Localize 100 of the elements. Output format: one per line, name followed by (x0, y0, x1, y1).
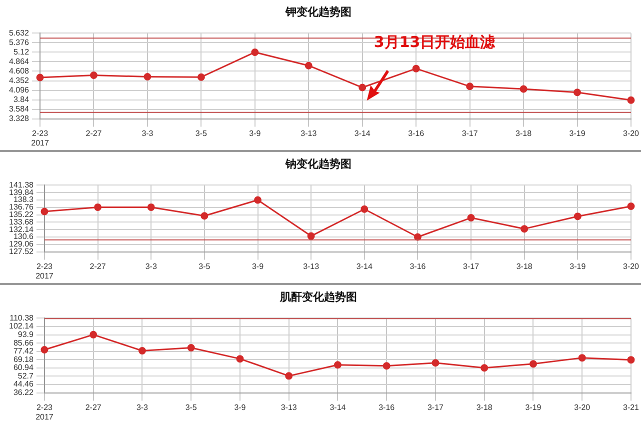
x-tick-label: 3-5 (195, 128, 208, 138)
y-tick-label: 4.096 (8, 85, 30, 94)
point (334, 361, 342, 369)
x-tick-label: 2-23 2017 (36, 402, 54, 422)
point (467, 214, 475, 222)
point (40, 208, 48, 216)
y-tick-label: 127.52 (9, 247, 34, 256)
x-tick-label: 3-20 (574, 402, 591, 412)
x-tick-label: 3-19 (525, 402, 542, 412)
x-tick-label: 3-19 (569, 128, 586, 138)
y-tick-label: 93.9 (18, 330, 34, 339)
chart-title: 钾变化趋势图 (284, 5, 352, 18)
point (627, 96, 635, 104)
point (627, 356, 635, 364)
x-tick-label: 3-18 (516, 262, 533, 271)
y-tick-label: 138.3 (13, 195, 34, 204)
y-tick-label: 130.6 (13, 232, 34, 242)
y-tick-label: 52.7 (18, 371, 34, 380)
x-tick-label: 2-27 (85, 402, 102, 412)
x-tick-label: 2-27 (90, 262, 106, 271)
point (90, 72, 98, 80)
point (520, 85, 528, 93)
point (36, 74, 44, 82)
y-tick-label: 3.584 (8, 104, 30, 114)
y-tick-label: 3.84 (13, 94, 30, 104)
y-tick-label: 102.14 (9, 322, 34, 331)
y-tick-label: 129.06 (9, 240, 34, 249)
x-tick-label: 3-13 (300, 128, 318, 138)
point (574, 212, 582, 220)
x-tick-label: 3-5 (198, 262, 211, 271)
point (466, 82, 474, 90)
annotation: 3月13日开始血滤 (374, 33, 496, 52)
x-tick-label: 2-23 2017 (36, 262, 54, 280)
y-tick-label: 36.22 (13, 388, 34, 398)
point (138, 347, 146, 355)
point (90, 330, 98, 338)
point (480, 364, 488, 372)
point (187, 344, 195, 352)
x-tick-label: 3-17 (462, 128, 478, 138)
y-tick-label: 60.94 (13, 363, 34, 372)
point (254, 196, 262, 204)
y-tick-label: 110.38 (10, 313, 34, 322)
y-tick-label: 135.22 (9, 210, 34, 220)
point (285, 372, 293, 380)
x-tick-label: 3-16 (378, 402, 396, 412)
point (358, 84, 366, 92)
x-tick-label: 3-16 (410, 262, 426, 271)
y-tick-label: 77.42 (13, 346, 34, 356)
point (304, 62, 312, 70)
point (236, 355, 244, 363)
y-tick-label: 4.864 (8, 56, 30, 66)
x-tick-label: 3-20 (622, 262, 640, 271)
y-tick-label: 139.84 (9, 188, 34, 197)
y-tick-label: 132.14 (9, 224, 34, 234)
point (520, 225, 528, 233)
x-tick-label: 3-13 (303, 262, 320, 271)
x-tick-label: 3-18 (516, 128, 532, 138)
point (412, 64, 420, 72)
y-tick-label: 4.352 (8, 76, 30, 85)
x-tick-label: 3-21 (622, 402, 640, 412)
x-tick-label: 2-23 2017 (31, 128, 50, 148)
x-tick-label: 2-27 (86, 128, 102, 138)
point (627, 202, 635, 210)
point (432, 359, 440, 367)
y-tick-label: 133.68 (9, 217, 34, 226)
point (144, 72, 152, 80)
x-tick-label: 3-3 (142, 128, 154, 138)
point (94, 203, 102, 211)
point (197, 73, 205, 81)
y-tick-label: 85.66 (13, 338, 34, 348)
x-tick-label: 3-9 (249, 128, 262, 138)
point (200, 212, 208, 220)
y-tick-label: 4.608 (8, 66, 30, 76)
point (251, 48, 259, 56)
x-tick-label: 3-5 (185, 402, 198, 412)
y-tick-label: 3.328 (8, 114, 30, 124)
y-tick-label: 5.376 (8, 38, 30, 47)
point (529, 360, 537, 368)
point (414, 233, 422, 241)
point (382, 362, 390, 370)
x-tick-label: 3-19 (570, 262, 586, 271)
x-tick-label: 3-16 (408, 128, 425, 138)
y-tick-label: 69.18 (13, 354, 34, 364)
y-tick-label: 5.632 (8, 28, 30, 38)
x-tick-label: 3-14 (354, 128, 371, 138)
x-tick-label: 3-17 (427, 402, 444, 412)
x-tick-label: 3-9 (252, 262, 264, 271)
y-tick-label: 136.76 (9, 202, 34, 212)
y-tick-label: 44.46 (13, 380, 34, 389)
point (40, 346, 48, 354)
x-tick-label: 3-18 (476, 402, 493, 412)
point (578, 354, 586, 362)
chart-title: 肌酐变化趋势图 (279, 290, 357, 304)
x-tick-label: 3-20 (622, 128, 640, 138)
x-tick-label: 3-17 (463, 262, 480, 271)
point (147, 203, 155, 211)
y-tick-label: 5.12 (13, 47, 30, 56)
x-tick-label: 3-14 (330, 402, 346, 412)
chart-title: 钠变化趋势图 (284, 157, 352, 170)
x-tick-label: 3-13 (280, 402, 298, 412)
